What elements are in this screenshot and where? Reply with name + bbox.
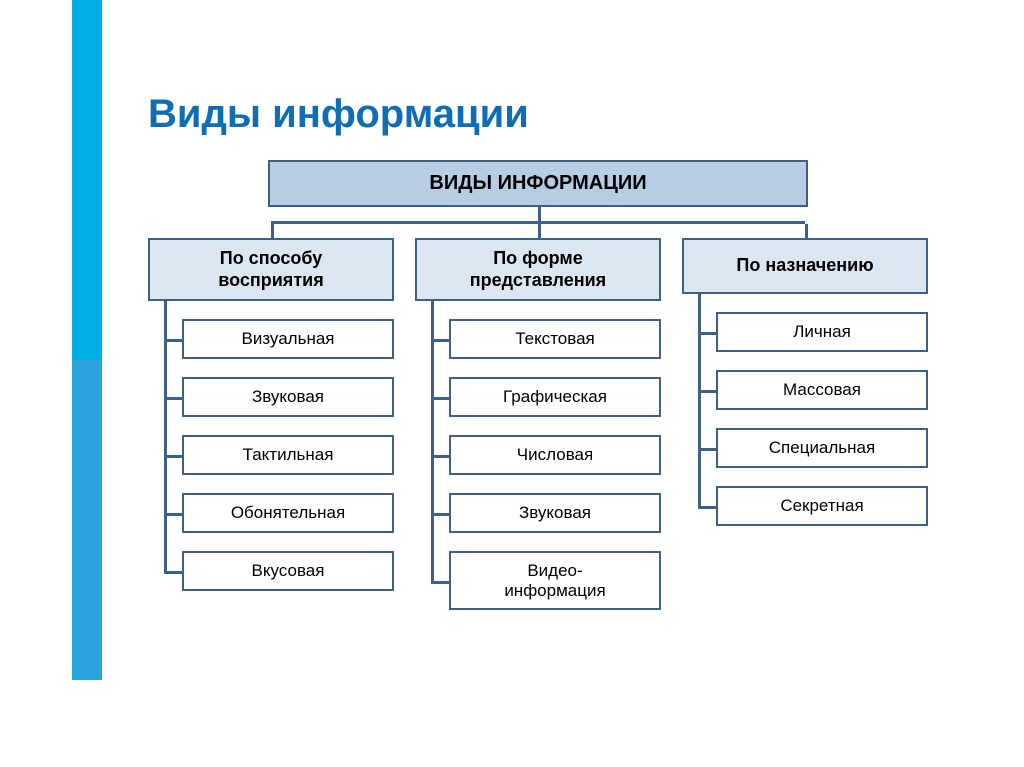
page-title: Виды информации xyxy=(148,92,529,137)
item-label: Секретная xyxy=(716,486,928,526)
category-title: По форме представления xyxy=(415,238,661,301)
list-item: Личная xyxy=(716,312,928,352)
category-connector xyxy=(415,224,661,238)
item-label: Специальная xyxy=(716,428,928,468)
categories-row: По способу восприятия Визуальная Звукова… xyxy=(148,224,928,610)
category-title: По назначению xyxy=(682,238,928,294)
item-label: Звуковая xyxy=(182,377,394,417)
category-items: Текстовая Графическая Числовая Звуковая … xyxy=(415,301,661,610)
accent-bar-bottom xyxy=(72,360,102,680)
accent-bar xyxy=(72,0,102,680)
list-item: Вкусовая xyxy=(182,551,394,591)
list-item: Визуальная xyxy=(182,319,394,359)
list-item: Текстовая xyxy=(449,319,661,359)
category-items: Личная Массовая Специальная Секретная xyxy=(682,294,928,526)
item-label: Звуковая xyxy=(449,493,661,533)
item-label: Визуальная xyxy=(182,319,394,359)
category-connector xyxy=(148,224,394,238)
list-item: Звуковая xyxy=(182,377,394,417)
item-label: Числовая xyxy=(449,435,661,475)
item-label: Обонятельная xyxy=(182,493,394,533)
item-label: Тактильная xyxy=(182,435,394,475)
list-item: Видео- информация xyxy=(449,551,661,610)
category-connector xyxy=(682,224,928,238)
item-label: Текстовая xyxy=(449,319,661,359)
category-perception: По способу восприятия Визуальная Звукова… xyxy=(148,224,394,610)
hierarchy-diagram: ВИДЫ ИНФОРМАЦИИ По способу восприятия Ви… xyxy=(148,160,928,610)
root-connector xyxy=(148,207,928,221)
category-form: По форме представления Текстовая Графиче… xyxy=(415,224,661,610)
category-purpose: По назначению Личная Массовая Специальна… xyxy=(682,224,928,610)
list-item: Массовая xyxy=(716,370,928,410)
item-label: Вкусовая xyxy=(182,551,394,591)
category-items: Визуальная Звуковая Тактильная Обонятель… xyxy=(148,301,394,591)
item-label: Видео- информация xyxy=(449,551,661,610)
list-item: Специальная xyxy=(716,428,928,468)
accent-bar-top xyxy=(72,0,102,360)
slide: Виды информации ВИДЫ ИНФОРМАЦИИ По спосо… xyxy=(0,0,1024,767)
item-label: Графическая xyxy=(449,377,661,417)
item-label: Массовая xyxy=(716,370,928,410)
list-item: Обонятельная xyxy=(182,493,394,533)
list-item: Графическая xyxy=(449,377,661,417)
list-item: Звуковая xyxy=(449,493,661,533)
item-label: Личная xyxy=(716,312,928,352)
list-item: Числовая xyxy=(449,435,661,475)
root-node: ВИДЫ ИНФОРМАЦИИ xyxy=(268,160,808,207)
category-title: По способу восприятия xyxy=(148,238,394,301)
list-item: Тактильная xyxy=(182,435,394,475)
list-item: Секретная xyxy=(716,486,928,526)
